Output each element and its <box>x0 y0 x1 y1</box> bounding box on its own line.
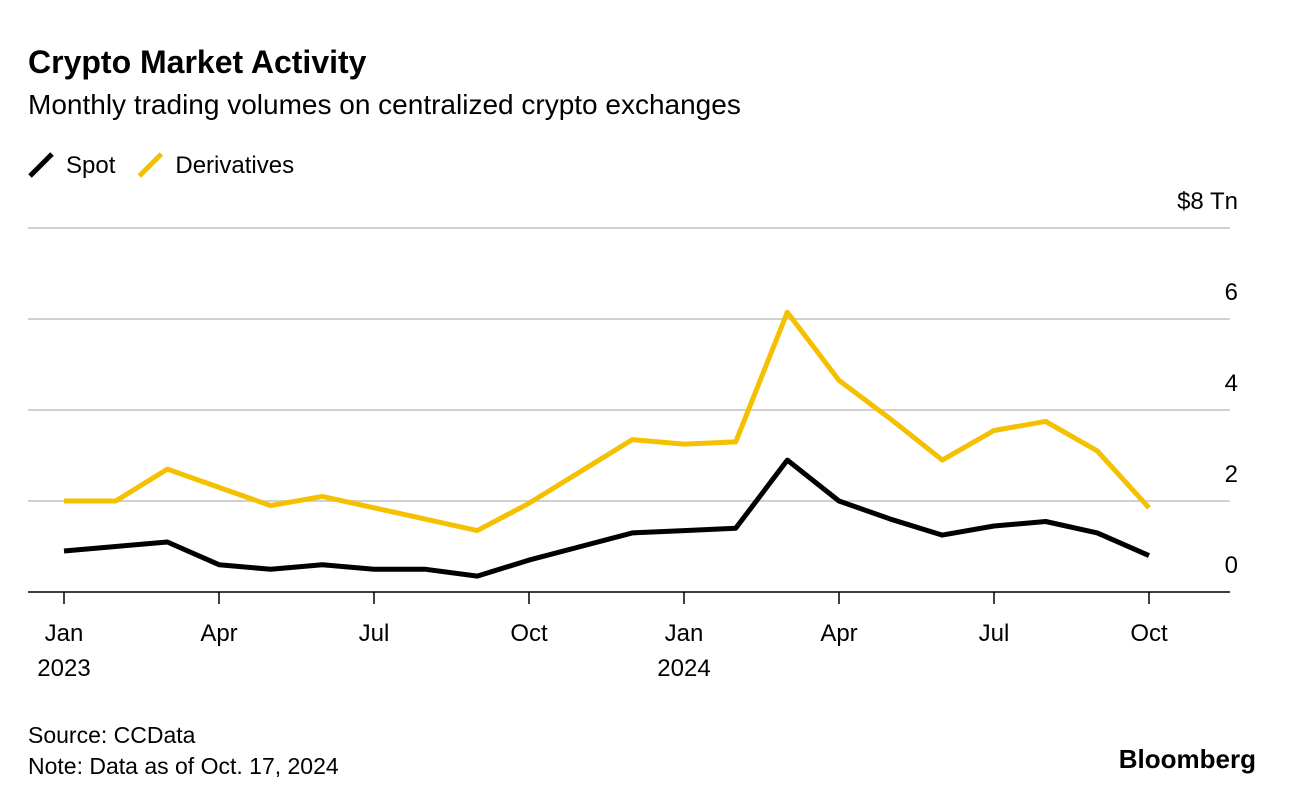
y-tick-label: 4 <box>1225 370 1238 397</box>
y-tick-label: 2 <box>1225 461 1238 488</box>
legend-swatch <box>28 152 54 178</box>
x-tick-label: Oct <box>1130 620 1168 647</box>
source: Source: CCData <box>28 722 196 748</box>
x-tick-label: Apr <box>820 620 857 647</box>
y-tick-label: $8 Tn <box>1177 188 1238 215</box>
series-line <box>63 457 1151 579</box>
legend-label: Spot <box>66 152 116 179</box>
x-tick-label: Apr <box>200 620 237 647</box>
x-tick-label-line: Jan <box>45 620 84 647</box>
legend-swatch <box>137 152 164 178</box>
x-tick-label-line: 2024 <box>657 655 710 682</box>
x-tick-label-line: Jan <box>665 620 704 647</box>
x-tick-label-line: 2023 <box>37 655 90 682</box>
legend-label: Derivatives <box>175 152 294 179</box>
chart-title: Crypto Market Activity <box>28 44 367 80</box>
x-tick-label: Jul <box>979 620 1010 647</box>
brand: Bloomberg <box>1119 744 1256 774</box>
chart-subtitle: Monthly trading volumes on centralized c… <box>28 89 741 120</box>
note: Note: Data as of Oct. 17, 2024 <box>28 753 339 779</box>
x-tick-label: Jul <box>359 620 390 647</box>
y-tick-label: 6 <box>1225 279 1238 306</box>
x-tick-label: Jan 2024 <box>657 620 710 682</box>
y-tick-label: 0 <box>1225 552 1238 579</box>
x-tick-label: Oct <box>510 620 548 647</box>
x-tick-label: Jan 2023 <box>37 620 90 682</box>
series-line <box>64 309 1151 534</box>
